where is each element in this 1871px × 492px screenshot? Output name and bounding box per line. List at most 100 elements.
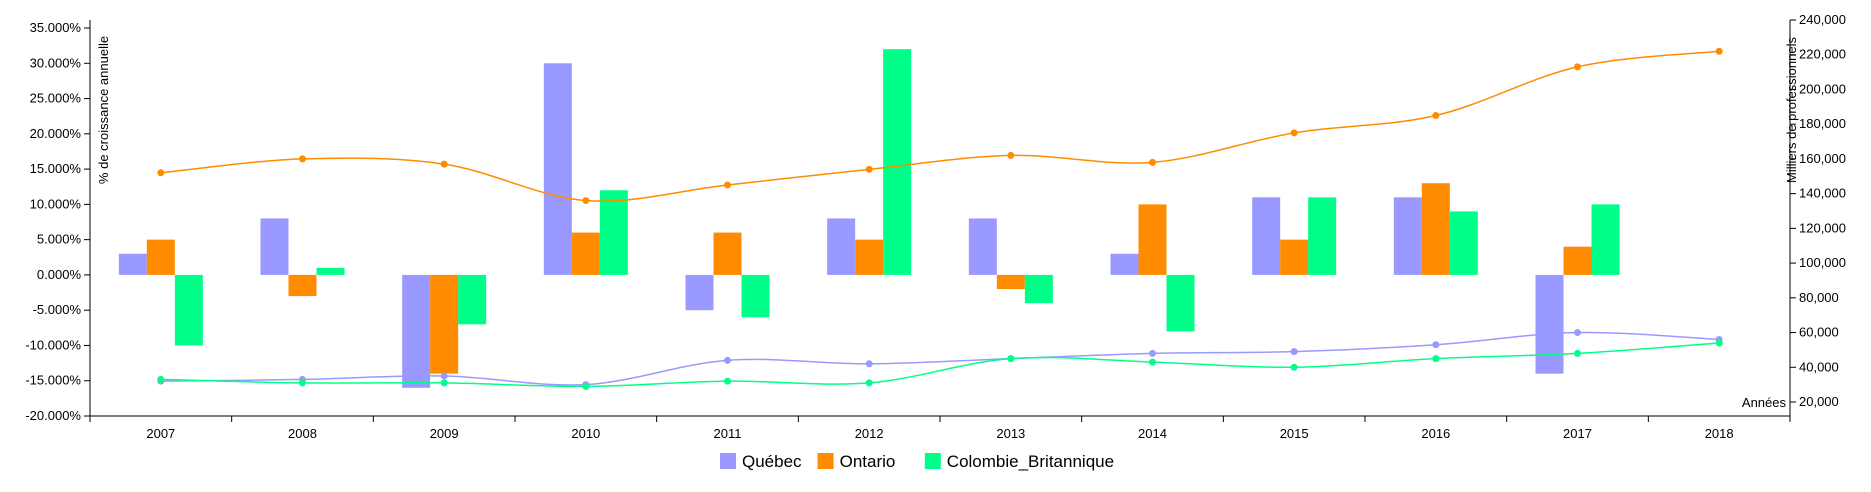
x-tick-label: 2018 (1705, 426, 1734, 441)
point-colombie-britannique (724, 377, 731, 385)
point-qu-bec (865, 360, 873, 368)
x-tick-label: 2013 (996, 426, 1025, 441)
point-ontario (724, 181, 731, 189)
bar-ontario (1563, 246, 1592, 275)
bar-ontario (288, 274, 317, 297)
bars-group (118, 49, 1620, 388)
left-axis-title: % de croissance annuelle (96, 36, 111, 184)
left-tick-label: 20.000% (30, 126, 82, 141)
point-colombie-britannique (582, 382, 590, 390)
right-tick-label: 80,000 (1799, 290, 1839, 305)
bar-ontario (430, 274, 459, 374)
bar-ontario (1138, 204, 1167, 275)
point-ontario (299, 155, 306, 163)
x-tick-label: 2012 (855, 426, 884, 441)
bar-qu-bec (827, 218, 856, 275)
bar-colombie-britannique (1166, 274, 1195, 332)
bar-colombie-britannique (458, 274, 487, 325)
right-tick-label: 160,000 (1799, 151, 1846, 166)
point-ontario (1574, 63, 1581, 71)
left-tick-label: -10.000% (25, 337, 81, 352)
point-ontario (1715, 47, 1723, 55)
left-tick-label: -5.000% (33, 302, 82, 317)
point-ontario (1149, 158, 1156, 166)
left-tick-label: 35.000% (30, 20, 82, 35)
right-y-axis: 240,000 220,000 200,000 180,000 160,000 140,0… (1789, 12, 1846, 416)
legend-label-colombie-britannique: Colombie_Britannique (947, 452, 1114, 471)
bar-colombie-britannique (1591, 204, 1620, 275)
point-colombie-britannique (157, 375, 165, 383)
bar-qu-bec (1252, 197, 1281, 275)
point-qu-bec (1432, 341, 1440, 349)
lines-group (157, 47, 1723, 390)
left-tick-label: 15.000% (30, 161, 82, 176)
x-tick-label: 2008 (288, 426, 317, 441)
x-tick-label: 2007 (146, 426, 175, 441)
point-ontario (157, 169, 165, 177)
legend: Québec Ontario Colombie_Britannique (720, 452, 1114, 471)
x-tick-label: 2010 (571, 426, 600, 441)
point-colombie-britannique (1574, 349, 1581, 357)
bar-colombie-britannique (1308, 197, 1337, 275)
right-tick-label: 220,000 (1799, 47, 1846, 62)
point-colombie-britannique (1290, 363, 1298, 371)
right-tick-label: 240,000 (1799, 12, 1846, 27)
x-tick-label: 2009 (430, 426, 459, 441)
point-colombie-britannique (440, 379, 448, 387)
left-tick-label: -20.000% (25, 408, 81, 423)
right-axis-title: Milliers de professionnels (1784, 37, 1799, 183)
right-tick-label: 180,000 (1799, 116, 1846, 131)
right-tick-label: 60,000 (1799, 325, 1839, 340)
legend-swatch-colombie-britannique (924, 453, 941, 469)
point-colombie-britannique (299, 379, 306, 387)
bar-colombie-britannique (316, 267, 345, 275)
bar-qu-bec (543, 63, 572, 275)
bar-colombie-britannique (174, 274, 203, 346)
point-colombie-britannique (1432, 355, 1440, 363)
right-tick-label: 100,000 (1799, 255, 1846, 270)
bar-qu-bec (1393, 197, 1422, 275)
point-ontario (582, 197, 590, 205)
bar-qu-bec (968, 218, 997, 275)
legend-label-qu-bec: Québec (742, 452, 802, 471)
bar-qu-bec (118, 253, 147, 275)
bar-colombie-britannique (741, 274, 770, 318)
point-colombie-britannique (865, 379, 873, 387)
bar-ontario (146, 239, 175, 275)
x-tick-label: 2011 (714, 426, 742, 441)
bar-qu-bec (402, 274, 431, 388)
point-ontario (865, 165, 873, 173)
right-tick-label: 20,000 (1799, 394, 1839, 409)
point-ontario (1432, 112, 1440, 119)
bar-ontario (855, 239, 884, 275)
left-tick-label: -15.000% (25, 373, 81, 388)
left-tick-label: 5.000% (37, 232, 82, 247)
legend-swatch-qu-bec (720, 453, 736, 469)
bar-colombie-britannique (1024, 274, 1053, 304)
line-ontario (160, 50, 1720, 202)
point-ontario (1290, 129, 1298, 137)
point-qu-bec (1149, 349, 1156, 357)
right-tick-label: 40,000 (1799, 359, 1839, 374)
bar-ontario (1280, 239, 1309, 275)
bar-qu-bec (685, 274, 714, 311)
bar-ontario (996, 274, 1025, 290)
point-qu-bec (440, 372, 448, 380)
right-tick-label: 140,000 (1799, 186, 1846, 201)
x-axis: 2007 2008 2009 2010 2011 2012 2013 2014 2015 2016… (89, 415, 1791, 441)
point-qu-bec (724, 356, 731, 364)
x-tick-label: 2014 (1138, 426, 1167, 441)
point-colombie-britannique (1007, 355, 1015, 363)
bar-colombie-britannique (1449, 211, 1478, 275)
left-y-axis: 35.000% 30.000% 25.000% 20.000% 15.000% 10.00… (25, 20, 91, 423)
x-axis-title: Années (1742, 395, 1787, 410)
right-tick-label: 120,000 (1799, 220, 1846, 235)
bar-qu-bec (1535, 274, 1564, 374)
bar-qu-bec (1110, 253, 1139, 275)
right-tick-label: 200,000 (1799, 81, 1846, 96)
legend-label-ontario: Ontario (840, 452, 896, 471)
x-tick-label: 2016 (1421, 426, 1450, 441)
left-tick-label: 30.000% (30, 55, 82, 70)
bar-ontario (571, 232, 600, 275)
